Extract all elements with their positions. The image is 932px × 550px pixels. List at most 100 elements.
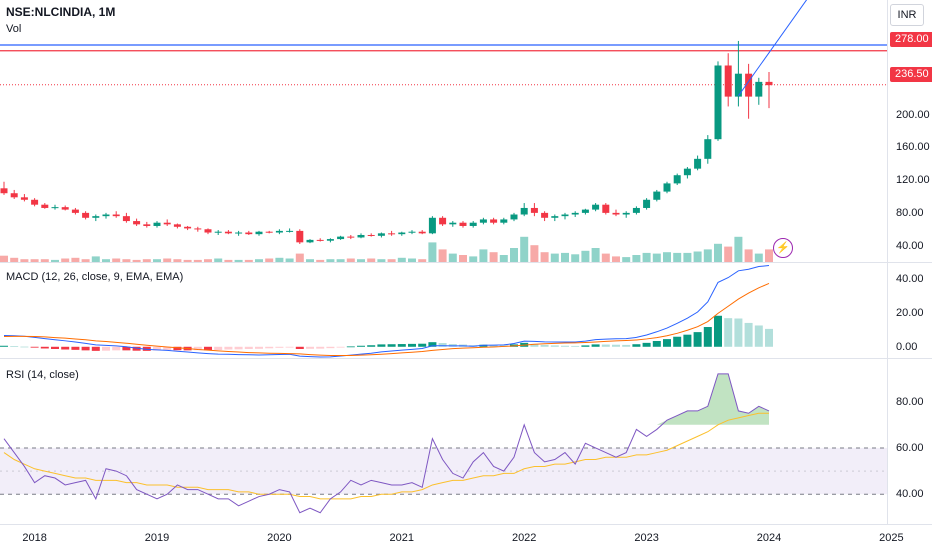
macd-histogram-bar	[724, 318, 733, 347]
candle-body	[173, 224, 181, 227]
macd-histogram-bar	[448, 344, 457, 347]
volume-bar	[173, 259, 182, 262]
candle-body	[459, 222, 467, 226]
candle-body	[428, 217, 436, 234]
volume-bar	[622, 257, 631, 262]
candle-body	[377, 233, 385, 236]
macd-histogram-bar	[214, 346, 223, 351]
volume-bar	[40, 259, 49, 262]
macd-histogram-bar	[326, 346, 335, 349]
macd-histogram-bar	[61, 346, 70, 350]
macd-histogram-bar	[193, 346, 202, 351]
volume-bar	[428, 242, 437, 262]
volume-bar	[754, 253, 763, 262]
macd-histogram-bar	[561, 345, 569, 347]
volume-bar	[20, 259, 29, 262]
volume-bar	[448, 253, 457, 262]
candle-body	[643, 199, 651, 208]
candle-body	[602, 204, 610, 213]
macd-histogram-bar	[438, 343, 447, 347]
volume-bar	[316, 259, 325, 262]
macd-histogram-bar	[173, 346, 182, 351]
volume-label: Vol	[6, 23, 22, 35]
lightning-icon[interactable]: ⚡	[773, 238, 793, 258]
macd-axis-label: 0.00	[896, 340, 918, 353]
time-axis-label: 2021	[389, 532, 415, 544]
volume-bar	[693, 251, 702, 262]
volume-bar	[275, 257, 284, 262]
volume-bar	[520, 236, 529, 262]
candle-body	[224, 231, 232, 234]
time-axis-label: 2020	[267, 532, 292, 544]
candle-body	[714, 65, 722, 140]
macd-histogram-bar	[81, 346, 90, 351]
volume-bar	[10, 257, 19, 262]
candle-body	[551, 216, 559, 218]
macd-histogram-bar	[71, 346, 80, 350]
candle-body	[500, 219, 508, 223]
volume-bar	[734, 236, 743, 262]
candle-body	[265, 231, 273, 233]
macd-histogram-bar	[306, 346, 314, 349]
symbol-title[interactable]: NSE:NLCINDIA, 1M	[6, 5, 116, 19]
volume-bar	[336, 259, 345, 262]
macd-histogram-bar	[40, 346, 49, 349]
candle-body	[347, 236, 355, 238]
candle-body	[439, 217, 447, 225]
candle-body	[571, 212, 579, 215]
macd-histogram-bar	[714, 315, 722, 347]
macd-axis-label: 40.00	[896, 272, 924, 285]
candle-body	[194, 228, 202, 230]
volume-bar	[499, 255, 508, 262]
price-axis-label: 160.00	[896, 141, 930, 154]
macd-histogram-bar	[142, 346, 151, 351]
volume-bar	[255, 259, 263, 262]
candle-body	[112, 214, 120, 217]
macd-label: MACD (12, 26, close, 9, EMA, EMA)	[6, 271, 184, 283]
macd-histogram-bar	[550, 345, 559, 347]
candle-body	[41, 204, 49, 208]
macd-histogram-bar	[51, 346, 59, 349]
candle-body	[745, 73, 753, 97]
macd-histogram-bar	[540, 344, 549, 347]
volume-bar	[550, 253, 559, 262]
macd-histogram-bar	[163, 346, 172, 351]
macd-histogram-bar	[204, 346, 212, 351]
macd-histogram-bar	[112, 346, 121, 351]
volume-bar	[51, 259, 59, 262]
rsi-overbought-fill	[656, 373, 769, 425]
volume-bar	[714, 243, 722, 262]
candle-body	[286, 230, 294, 232]
volume-bar	[397, 257, 406, 262]
macd-histogram-bar	[234, 346, 243, 350]
candle-body	[20, 197, 28, 200]
macd-histogram-bar	[255, 346, 263, 349]
candle-body	[724, 65, 732, 97]
macd-axis-label: 20.00	[896, 306, 924, 319]
volume-bar	[367, 258, 376, 262]
candle-body	[10, 193, 18, 198]
rsi-axis-label: 80.00	[896, 395, 924, 408]
candle-body	[663, 183, 671, 192]
volume-bar	[663, 252, 671, 262]
macd-histogram-bar	[387, 344, 396, 347]
candle-body	[357, 234, 365, 238]
macd-histogram-bar	[744, 322, 753, 347]
currency-button[interactable]: INR	[890, 4, 924, 26]
candle-body	[673, 175, 681, 184]
rsi-axis-label: 40.00	[896, 488, 924, 501]
candle-body	[71, 209, 79, 213]
volume-bar	[765, 249, 773, 262]
macd-histogram-bar	[10, 346, 19, 347]
volume-bar	[387, 259, 396, 262]
candle-body	[592, 204, 600, 210]
time-axis-label: 2022	[511, 532, 537, 544]
volume-bar	[214, 258, 223, 262]
candle-body	[449, 222, 457, 225]
macd-histogram-bar	[642, 342, 651, 347]
candle-body	[51, 207, 59, 209]
volume-bar	[591, 248, 600, 262]
macd-histogram-bar	[673, 336, 682, 347]
volume-bar	[561, 252, 569, 262]
